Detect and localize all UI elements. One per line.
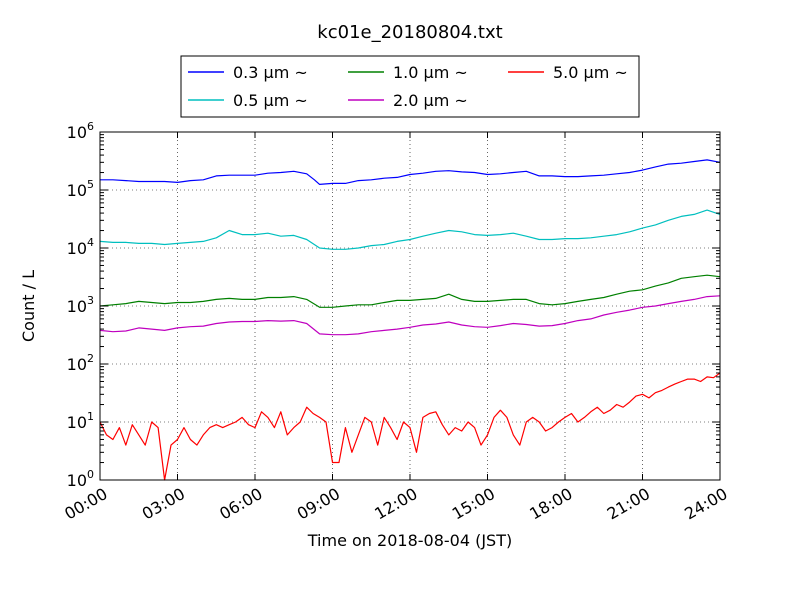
axis-ticks (99, 131, 721, 481)
legend-label: 2.0 μm ~ (393, 91, 468, 110)
x-tick-label: 09:00 (294, 484, 343, 524)
series-line (100, 159, 721, 185)
x-tick-label: 18:00 (526, 484, 575, 524)
chart-title: kc01e_20180804.txt (317, 22, 502, 43)
y-tick-label: 105 (67, 178, 94, 200)
legend-label: 0.3 μm ~ (233, 63, 308, 82)
y-tick-label: 101 (67, 410, 94, 432)
legend-label: 5.0 μm ~ (553, 63, 628, 82)
y-tick-label: 106 (67, 120, 94, 142)
y-axis-label: Count / L (19, 270, 38, 342)
x-tick-label: 21:00 (604, 484, 653, 524)
x-tick-label: 12:00 (371, 484, 420, 524)
y-tick-label: 103 (67, 294, 94, 316)
series-line (99, 295, 721, 336)
y-tick-label: 102 (67, 352, 94, 374)
legend: 0.3 μm ~ 0.5 μm ~ 1.0 μm ~ 2.0 μm ~ 5.0 μm ~ (180, 55, 640, 118)
series-lines (99, 159, 721, 481)
series-line (99, 274, 721, 308)
grid-lines (100, 132, 720, 480)
x-tick-label: 24:00 (681, 484, 730, 524)
x-axis-label: Time on 2018-08-04 (JST) (307, 531, 512, 550)
x-tick-labels: 00:00 03:00 06:00 09:00 12:00 15:00 18:00 21:00… (61, 484, 730, 524)
y-tick-labels: 100 101 102 103 104 105 106 (67, 120, 94, 490)
x-tick-label: 06:00 (216, 484, 265, 524)
series-line (99, 209, 721, 250)
y-tick-label: 104 (67, 236, 94, 258)
x-tick-label: 03:00 (139, 484, 188, 524)
y-tick-label: 100 (67, 468, 94, 490)
legend-box (180, 55, 640, 118)
x-tick-label: 15:00 (449, 484, 498, 524)
legend-label: 0.5 μm ~ (233, 91, 308, 110)
legend-label: 1.0 μm ~ (393, 63, 468, 82)
series-line (99, 372, 721, 481)
legend-entries: 0.3 μm ~ 0.5 μm ~ 1.0 μm ~ 2.0 μm ~ 5.0 μm ~ (188, 63, 628, 110)
